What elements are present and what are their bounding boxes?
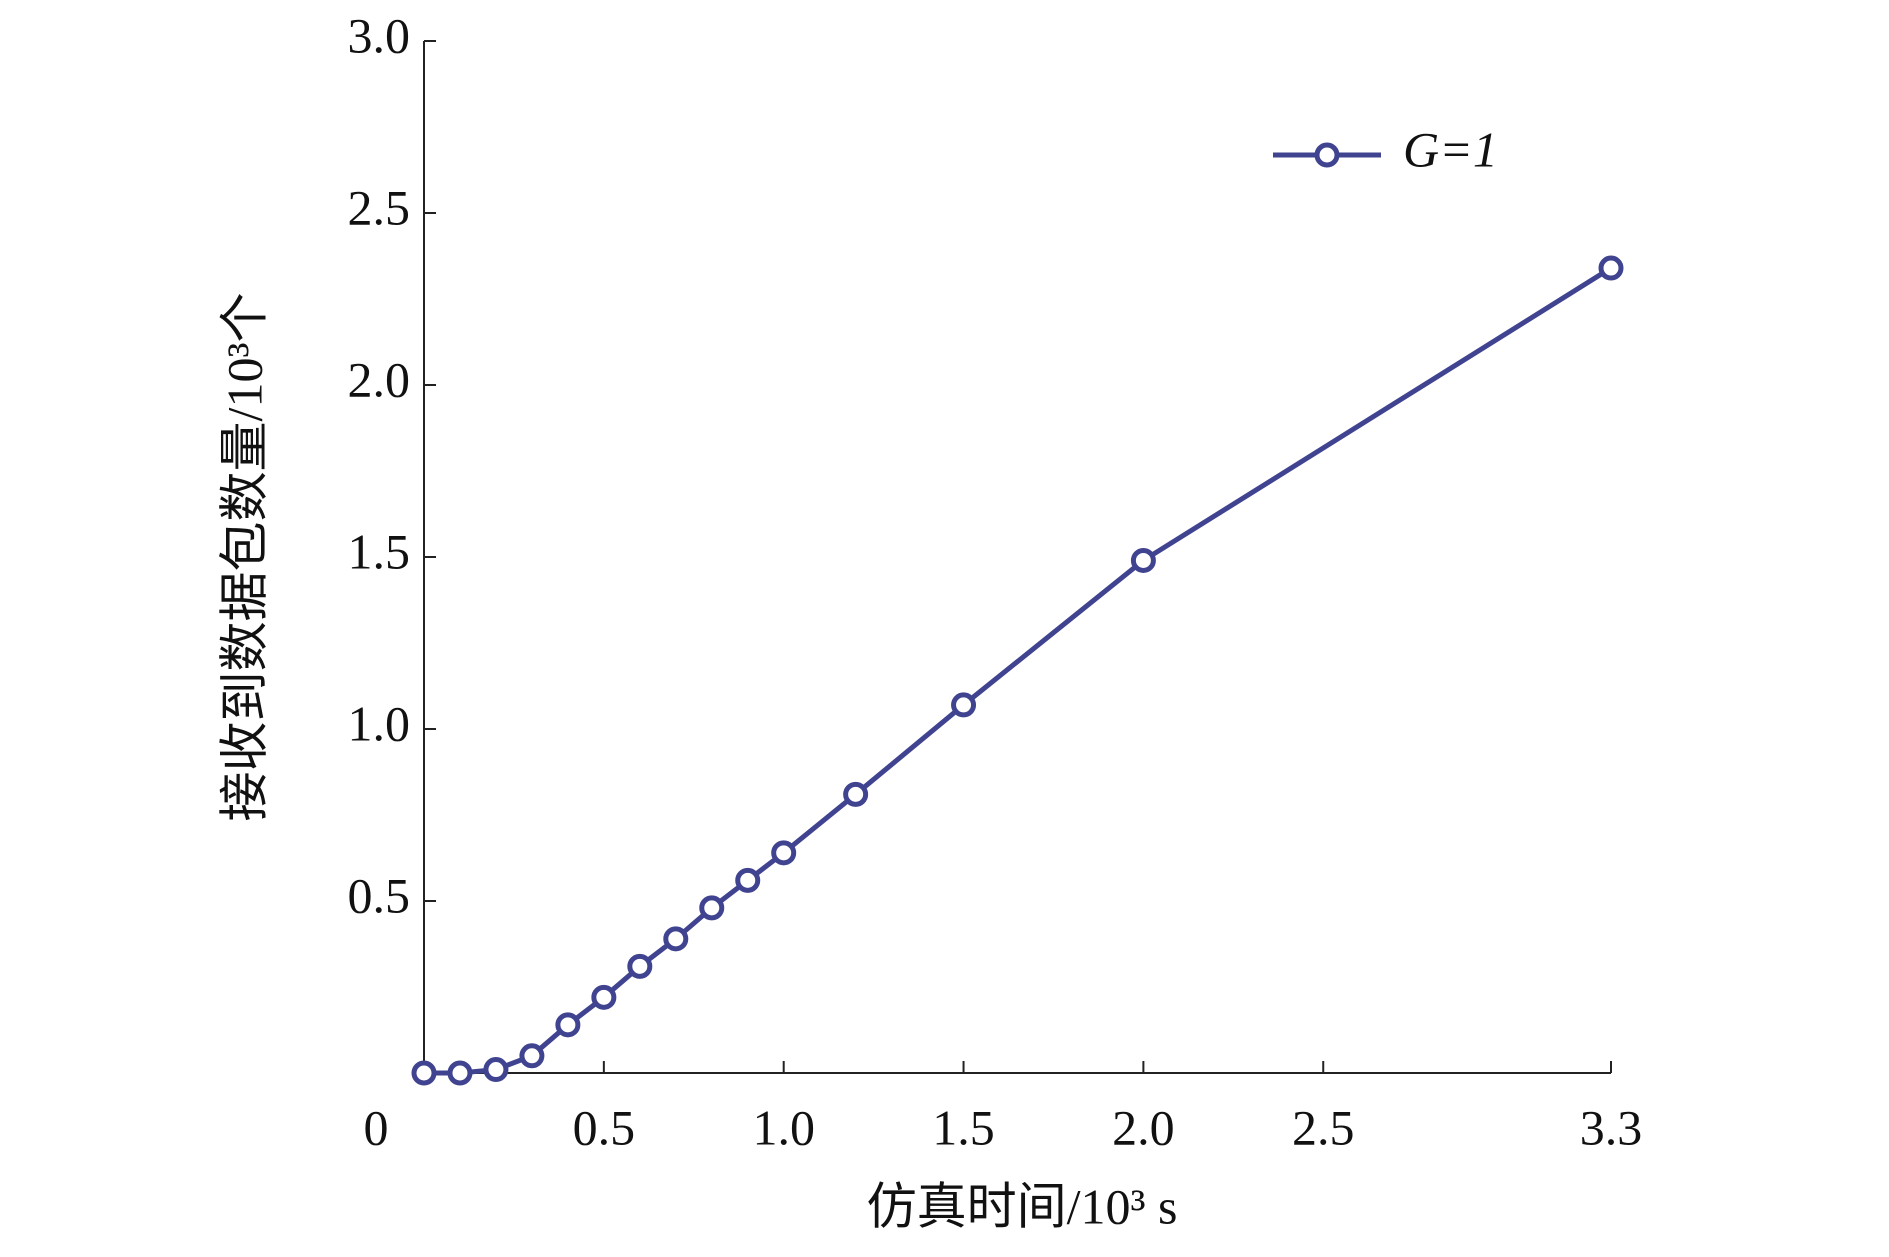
point bbox=[951, 692, 977, 718]
point bbox=[1130, 547, 1156, 573]
x-tick-label: 2.5 bbox=[1292, 1099, 1355, 1155]
y-tick-label: 1.5 bbox=[348, 523, 411, 579]
point bbox=[555, 1012, 581, 1038]
series-line bbox=[424, 265, 1613, 1076]
point bbox=[591, 984, 617, 1010]
point bbox=[843, 781, 869, 807]
x-axis-label: 仿真时间/10³ s bbox=[867, 1178, 1178, 1234]
y-tick-label: 0.5 bbox=[348, 867, 411, 923]
point bbox=[1598, 255, 1624, 281]
point bbox=[735, 867, 761, 893]
legend-marker bbox=[1314, 142, 1340, 168]
x-tick-label: 0 bbox=[364, 1099, 389, 1155]
point bbox=[519, 1043, 545, 1069]
y-tick-label: 1.0 bbox=[348, 695, 411, 751]
point bbox=[627, 953, 653, 979]
point bbox=[483, 1057, 509, 1083]
point bbox=[663, 926, 689, 952]
point bbox=[447, 1060, 473, 1086]
y-tick-label: 2.0 bbox=[348, 351, 411, 407]
point bbox=[411, 1060, 437, 1086]
legend-label: G=1 bbox=[1403, 121, 1498, 177]
x-tick-label: 0.5 bbox=[573, 1099, 636, 1155]
x-tick-label: 2.0 bbox=[1112, 1099, 1175, 1155]
point bbox=[699, 895, 725, 921]
y-axis-label: 接收到数据包数量/10³个 bbox=[216, 293, 272, 822]
y-tick-label: 3.0 bbox=[348, 7, 411, 63]
x-tick-label: 1.5 bbox=[932, 1099, 995, 1155]
x-tick-label: 1.0 bbox=[752, 1099, 815, 1155]
point bbox=[771, 840, 797, 866]
y-tick-label: 2.5 bbox=[348, 179, 411, 235]
x-tick-label: 3.3 bbox=[1580, 1099, 1643, 1155]
